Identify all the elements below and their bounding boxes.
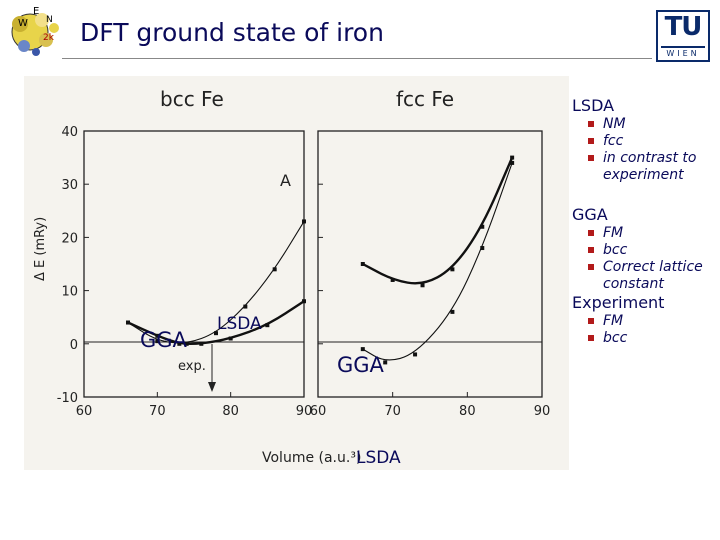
bullet-icon <box>588 335 594 341</box>
fcc-panel-title: fcc Fe <box>396 87 454 111</box>
energy-volume-figure: exp. bcc Fe fcc Fe A Δ E (mRy) Volume (a… <box>24 76 569 470</box>
notes-heading: GGA <box>572 205 608 224</box>
bullet-icon <box>588 247 594 253</box>
marker-a: A <box>280 171 291 190</box>
fcc-lsda-point <box>510 160 515 165</box>
bullet-icon <box>588 138 594 144</box>
bcc-lsda-point <box>272 267 277 272</box>
fcc-gga-point <box>360 262 365 266</box>
notes-item: bcc <box>588 242 717 259</box>
annotation-lsda-left: LSDA <box>217 314 262 334</box>
wien2k-logo: W E N 2k <box>6 2 68 60</box>
annotation-gga-right: GGA <box>337 353 384 377</box>
y-tick-label: 30 <box>61 178 78 193</box>
bullet-icon <box>588 230 594 236</box>
y-tick-label: 40 <box>61 125 78 140</box>
notes-section-gga: GGA FM bcc Correct lattice constant <box>572 205 717 293</box>
bcc-gga-point <box>228 336 233 341</box>
annotation-lsda-right: LSDA <box>356 448 401 468</box>
notes-item: NM <box>588 116 717 133</box>
svg-text:E: E <box>33 6 39 17</box>
bcc-gga-point <box>265 323 270 328</box>
fcc-lsda-curve <box>362 162 513 361</box>
notes-item: in contrast to experiment <box>588 150 717 184</box>
bcc-lsda-point <box>243 304 248 309</box>
notes-heading: Experiment <box>572 293 665 312</box>
exp-label: exp. <box>178 359 206 374</box>
notes-item: Correct lattice constant <box>588 259 717 293</box>
bcc-gga-point <box>155 333 160 338</box>
wien-logo-text: WIEN <box>661 46 705 58</box>
slide-title: DFT ground state of iron <box>80 18 384 47</box>
fcc-gga-curve <box>362 157 514 285</box>
fcc-x-tick-label: 60 <box>310 404 327 419</box>
bcc-lsda-point <box>214 331 218 336</box>
fcc-gga-point <box>480 224 485 229</box>
bcc-panel-frame <box>83 130 305 398</box>
y-axis-label: Δ E (mRy) <box>33 217 48 281</box>
bcc-x-tick-label: 60 <box>76 404 93 419</box>
bcc-lsda-point <box>184 341 189 346</box>
fcc-x-tick-label: 70 <box>384 404 401 419</box>
notes-heading: LSDA <box>572 96 615 115</box>
bcc-gga-point <box>199 341 204 346</box>
bullet-icon <box>588 121 594 127</box>
fcc-lsda-point <box>413 352 418 357</box>
bcc-lsda-point <box>155 339 160 344</box>
notes-item: FM <box>588 225 717 242</box>
bcc-lsda-curve <box>127 221 305 344</box>
fcc-x-tick-label: 90 <box>534 404 551 419</box>
bcc-gga-point <box>302 299 306 304</box>
svg-text:N: N <box>46 15 53 25</box>
bcc-x-tick-label: 80 <box>222 404 239 419</box>
fcc-lsda-point <box>360 347 365 352</box>
notes-item: fcc <box>588 133 717 150</box>
fcc-gga-point <box>510 155 515 160</box>
fcc-lsda-point <box>383 360 388 365</box>
exp-arrow-head <box>208 382 216 392</box>
bcc-lsda-point <box>126 320 130 325</box>
tu-wien-logo: TU WIEN <box>656 10 710 62</box>
fcc-lsda-point <box>450 309 455 314</box>
y-tick-label: -10 <box>57 391 78 406</box>
bcc-x-tick-label: 70 <box>149 404 166 419</box>
y-tick-label: 20 <box>61 231 78 246</box>
y-tick-label: 10 <box>61 285 78 300</box>
header-divider <box>62 58 652 59</box>
figure-svg: exp. bcc Fe fcc Fe A Δ E (mRy) Volume (a… <box>33 87 551 466</box>
notes-item: bcc <box>588 330 717 347</box>
notes-section-lsda: LSDA NM fcc in contrast to experiment <box>572 96 717 184</box>
data-curves <box>126 155 515 365</box>
notes-item: FM <box>588 313 717 330</box>
bullet-icon <box>588 155 594 161</box>
svg-text:W: W <box>18 18 28 29</box>
fcc-gga-point <box>420 283 425 288</box>
bcc-lsda-point <box>302 219 306 224</box>
fcc-panel-frame <box>317 130 543 398</box>
bcc-x-tick-label: 90 <box>296 404 313 419</box>
y-tick-label: 0 <box>70 338 78 353</box>
svg-text:2k: 2k <box>43 33 55 43</box>
x-axis-label: Volume (a.u.³) <box>262 450 361 466</box>
fcc-lsda-point <box>480 246 485 251</box>
fcc-gga-point <box>390 277 395 282</box>
bcc-gga-point <box>177 341 182 346</box>
fcc-gga-point <box>450 267 455 272</box>
fcc-x-tick-label: 80 <box>459 404 476 419</box>
notes-section-experiment: Experiment FM bcc <box>572 293 717 347</box>
notes-panel: LSDA NM fcc in contrast to experiment GG… <box>572 96 717 347</box>
bcc-panel-title: bcc Fe <box>160 87 224 111</box>
bullet-icon <box>588 318 594 324</box>
bullet-icon <box>588 264 594 270</box>
annotation-gga-left: GGA <box>140 328 187 352</box>
tu-logo-text: TU <box>664 12 703 42</box>
